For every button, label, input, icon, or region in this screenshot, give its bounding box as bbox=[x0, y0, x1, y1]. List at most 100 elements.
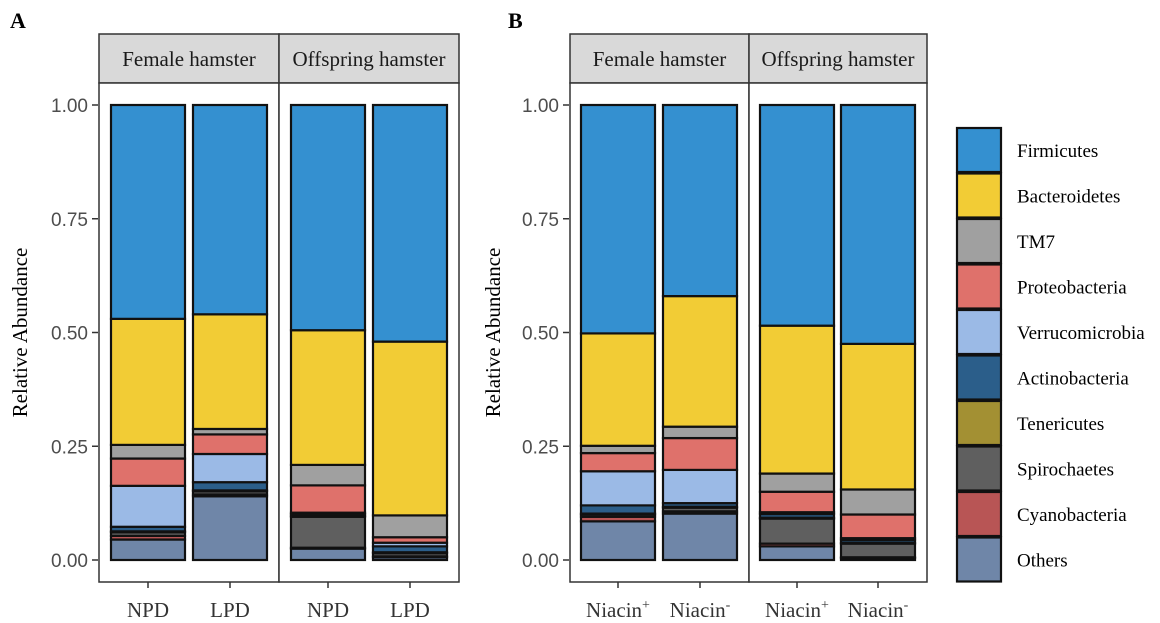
bar-segment-proteobacteria bbox=[579, 451, 657, 473]
facet-strip bbox=[278, 33, 460, 84]
bar-segment-verrucomicrobia bbox=[191, 452, 269, 484]
legend-label: Verrucomicrobia bbox=[1017, 323, 1145, 344]
bar-segment-firmicutes bbox=[758, 103, 836, 327]
facet-strip-label: Female hamster bbox=[593, 47, 727, 71]
bar-segment-others bbox=[191, 495, 269, 562]
bar-segment-bacteroidetes bbox=[579, 332, 657, 447]
bar-segment-firmicutes bbox=[109, 103, 187, 320]
y-tick-label: 0.50 bbox=[51, 324, 88, 345]
legend-item: Bacteroidetes bbox=[955, 172, 1120, 219]
facet-strip bbox=[98, 33, 280, 84]
x-tick-label: Niacin- bbox=[848, 598, 909, 622]
legend-item: Verrucomicrobia bbox=[955, 308, 1145, 356]
legend-swatch bbox=[955, 308, 1003, 356]
bar-segment-proteobacteria bbox=[191, 433, 269, 456]
bar-segment-tm7 bbox=[289, 463, 367, 487]
legend-item: Actinobacteria bbox=[955, 354, 1129, 401]
x-tick-label-superscript: - bbox=[904, 598, 909, 613]
bar-segment-proteobacteria bbox=[839, 513, 917, 540]
facet-strip bbox=[569, 33, 750, 84]
bar-segment-verrucomicrobia bbox=[661, 468, 739, 505]
y-tick-label: 0.00 bbox=[51, 551, 88, 572]
x-tick-label-superscript: - bbox=[726, 598, 731, 613]
bar-segment-bacteroidetes bbox=[839, 342, 917, 491]
legend-item: TM7 bbox=[955, 217, 1055, 265]
x-tick-label: LPD bbox=[390, 598, 430, 622]
bar-segment-actinobacteria bbox=[191, 481, 269, 492]
legend-item: Spirochaetes bbox=[955, 445, 1114, 492]
bar-segment-tm7 bbox=[371, 514, 449, 539]
bar-segment-others bbox=[758, 545, 836, 562]
legend-label: Actinobacteria bbox=[1017, 369, 1129, 390]
facet-female: Female hamster NPD LPD bbox=[98, 33, 280, 622]
y-tick-label: 0.50 bbox=[522, 324, 559, 345]
facet-strip-label: Offspring hamster bbox=[762, 47, 915, 71]
bar-segment-spirochaetes bbox=[289, 515, 367, 549]
bar-segment-tm7 bbox=[839, 488, 917, 516]
facet-strip bbox=[748, 33, 928, 84]
stacked-bar: NPD bbox=[109, 103, 187, 622]
y-tick-label: 0.25 bbox=[522, 437, 559, 458]
bar-segment-spirochaetes bbox=[758, 517, 836, 545]
bar-segment-tm7 bbox=[758, 472, 836, 493]
bar-segment-proteobacteria bbox=[661, 436, 739, 472]
legend-swatch bbox=[955, 263, 1003, 310]
legend-swatch bbox=[955, 445, 1003, 492]
legend-swatch bbox=[955, 490, 1003, 538]
legend-label: Spirochaetes bbox=[1017, 460, 1114, 481]
facet-strip-label: Female hamster bbox=[122, 47, 256, 71]
y-axis-label: Relative Abundance bbox=[8, 248, 32, 418]
legend: Firmicutes Bacteroidetes TM7 Proteobacteria… bbox=[955, 126, 1145, 583]
y-tick-label: 1.00 bbox=[51, 96, 88, 117]
facet-offspring: Offspring hamster NPD LPD bbox=[278, 33, 460, 622]
legend-swatch bbox=[955, 126, 1003, 174]
bar-segment-actinobacteria bbox=[579, 504, 657, 515]
bar-segment-verrucomicrobia bbox=[109, 484, 187, 528]
legend-label: Proteobacteria bbox=[1017, 278, 1127, 299]
y-tick-label: 0.75 bbox=[51, 210, 88, 231]
y-tick-label: 0.75 bbox=[522, 210, 559, 231]
x-tick-label-text: NPD bbox=[127, 598, 169, 622]
bar-segment-others bbox=[109, 538, 187, 562]
x-tick-label: NPD bbox=[127, 598, 169, 622]
bar-segment-bacteroidetes bbox=[109, 317, 187, 446]
stacked-bar: Niacin+ bbox=[758, 103, 836, 622]
legend-item: Proteobacteria bbox=[955, 263, 1127, 310]
stacked-bar: Niacin- bbox=[839, 103, 917, 622]
legend-item: Others bbox=[955, 536, 1068, 583]
legend-item: Cyanobacteria bbox=[955, 490, 1127, 538]
y-tick-label: 0.00 bbox=[522, 551, 559, 572]
x-tick-label-text: Niacin bbox=[848, 598, 904, 622]
bar-segment-bacteroidetes bbox=[289, 329, 367, 467]
legend-item: Firmicutes bbox=[955, 126, 1098, 174]
legend-label: Others bbox=[1017, 551, 1068, 572]
y-axis-label: Relative Abundance bbox=[481, 248, 505, 418]
bar-segment-verrucomicrobia bbox=[579, 470, 657, 507]
bar-segment-spirochaetes bbox=[839, 542, 917, 559]
bar-segment-proteobacteria bbox=[758, 490, 836, 514]
x-tick-label-superscript: + bbox=[821, 598, 829, 613]
x-tick-label-text: LPD bbox=[390, 598, 430, 622]
bar-segment-firmicutes bbox=[191, 103, 269, 316]
legend-swatch bbox=[955, 172, 1003, 219]
x-tick-label: Niacin- bbox=[670, 598, 731, 622]
legend-swatch bbox=[955, 536, 1003, 583]
x-tick-label-text: NPD bbox=[307, 598, 349, 622]
bar-segment-proteobacteria bbox=[289, 484, 367, 514]
x-tick-label-text: LPD bbox=[210, 598, 250, 622]
bar-segment-bacteroidetes bbox=[371, 340, 449, 517]
x-tick-label: Niacin+ bbox=[586, 598, 650, 622]
legend-swatch bbox=[955, 399, 1003, 447]
bar-segment-bacteroidetes bbox=[758, 324, 836, 475]
x-tick-label-superscript: + bbox=[642, 598, 650, 613]
bar-segment-others bbox=[661, 512, 739, 562]
bar-segment-firmicutes bbox=[839, 103, 917, 345]
panel-a: A Relative Abundance 0.00 0.25 0.50 0.75 1.00 F… bbox=[8, 8, 460, 622]
stacked-bar: LPD bbox=[371, 103, 449, 622]
legend-swatch bbox=[955, 217, 1003, 265]
bar-segment-others bbox=[579, 520, 657, 562]
legend-swatch bbox=[955, 354, 1003, 401]
bar-segment-bacteroidetes bbox=[191, 313, 269, 431]
